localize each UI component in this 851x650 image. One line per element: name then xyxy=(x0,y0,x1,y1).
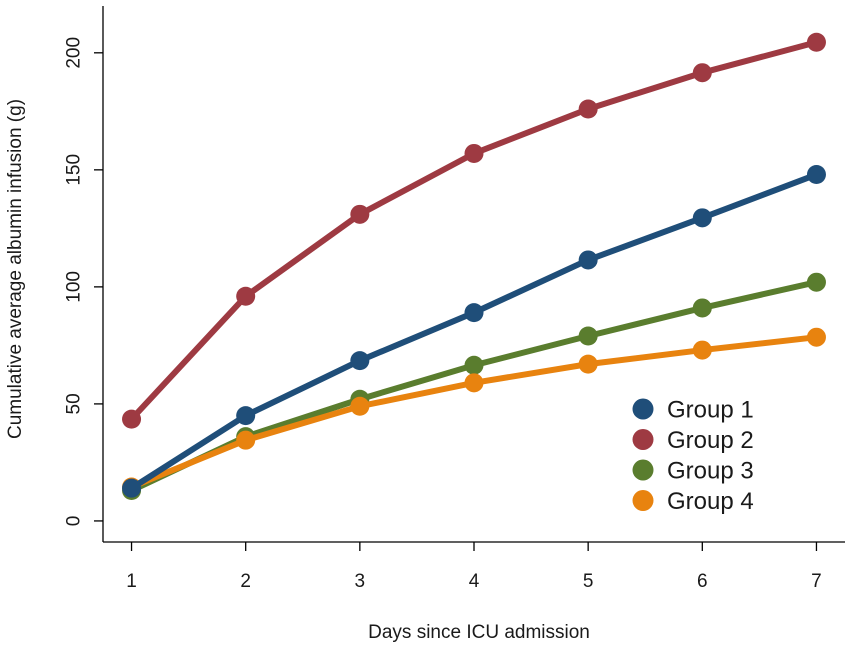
data-point-group-1 xyxy=(692,208,712,228)
data-point-group-4 xyxy=(350,396,370,416)
x-ticks: 1 2 3 4 5 6 7 xyxy=(126,542,822,592)
y-axis-title: Cumulative average albumin infusion (g) xyxy=(5,99,26,439)
data-point-group-2 xyxy=(806,32,826,52)
x-tick-label: 3 xyxy=(355,571,366,592)
legend-item-group-4: Group 4 xyxy=(632,488,754,515)
x-axis-title: Days since ICU admission xyxy=(368,622,590,643)
x-tick-label: 2 xyxy=(240,571,251,592)
legend-label-group-1: Group 1 xyxy=(667,396,754,423)
legend-item-group-3: Group 3 xyxy=(632,457,754,484)
data-point-group-1 xyxy=(464,303,484,323)
data-point-group-4 xyxy=(806,327,826,347)
data-point-group-1 xyxy=(578,250,598,270)
legend-label-group-4: Group 4 xyxy=(667,488,754,515)
series-layer xyxy=(122,32,826,501)
data-point-group-2 xyxy=(122,409,142,429)
data-point-group-4 xyxy=(578,354,598,374)
legend: Group 1 Group 2 Group 3 Group 4 xyxy=(632,396,754,515)
data-point-group-4 xyxy=(236,430,256,450)
data-point-group-2 xyxy=(464,143,484,163)
data-point-group-2 xyxy=(236,286,256,306)
data-point-group-2 xyxy=(350,204,370,224)
data-point-group-1 xyxy=(350,351,370,371)
series-group-1 xyxy=(122,165,826,498)
legend-marker-group-2 xyxy=(632,429,654,450)
legend-label-group-3: Group 3 xyxy=(667,457,754,484)
legend-item-group-1: Group 1 xyxy=(632,396,754,423)
legend-marker-group-1 xyxy=(632,398,654,420)
y-tick-label: 200 xyxy=(64,37,85,69)
series-group-2 xyxy=(122,32,826,429)
data-point-group-1 xyxy=(236,406,256,426)
x-tick-label: 1 xyxy=(126,571,137,592)
data-point-group-3 xyxy=(464,355,484,375)
data-point-group-2 xyxy=(578,99,598,119)
legend-marker-group-4 xyxy=(632,490,654,511)
legend-label-group-2: Group 2 xyxy=(667,427,754,454)
data-point-group-2 xyxy=(692,63,712,83)
data-point-group-3 xyxy=(806,272,826,292)
x-tick-label: 7 xyxy=(811,571,822,592)
y-tick-label: 150 xyxy=(64,154,85,186)
legend-marker-group-3 xyxy=(632,459,654,481)
data-point-group-4 xyxy=(692,340,712,360)
y-tick-label: 100 xyxy=(64,271,85,303)
x-tick-label: 5 xyxy=(583,571,594,592)
data-point-group-3 xyxy=(692,298,712,318)
x-tick-label: 4 xyxy=(469,571,480,592)
y-ticks: 0 50 100 150 200 xyxy=(64,37,103,526)
y-tick-label: 50 xyxy=(64,393,85,414)
x-tick-label: 6 xyxy=(697,571,708,592)
data-point-group-1 xyxy=(122,478,142,498)
legend-item-group-2: Group 2 xyxy=(632,427,754,454)
data-point-group-3 xyxy=(578,326,598,346)
data-point-group-4 xyxy=(464,373,484,393)
y-tick-label: 0 xyxy=(64,516,85,527)
data-point-group-1 xyxy=(806,165,826,185)
